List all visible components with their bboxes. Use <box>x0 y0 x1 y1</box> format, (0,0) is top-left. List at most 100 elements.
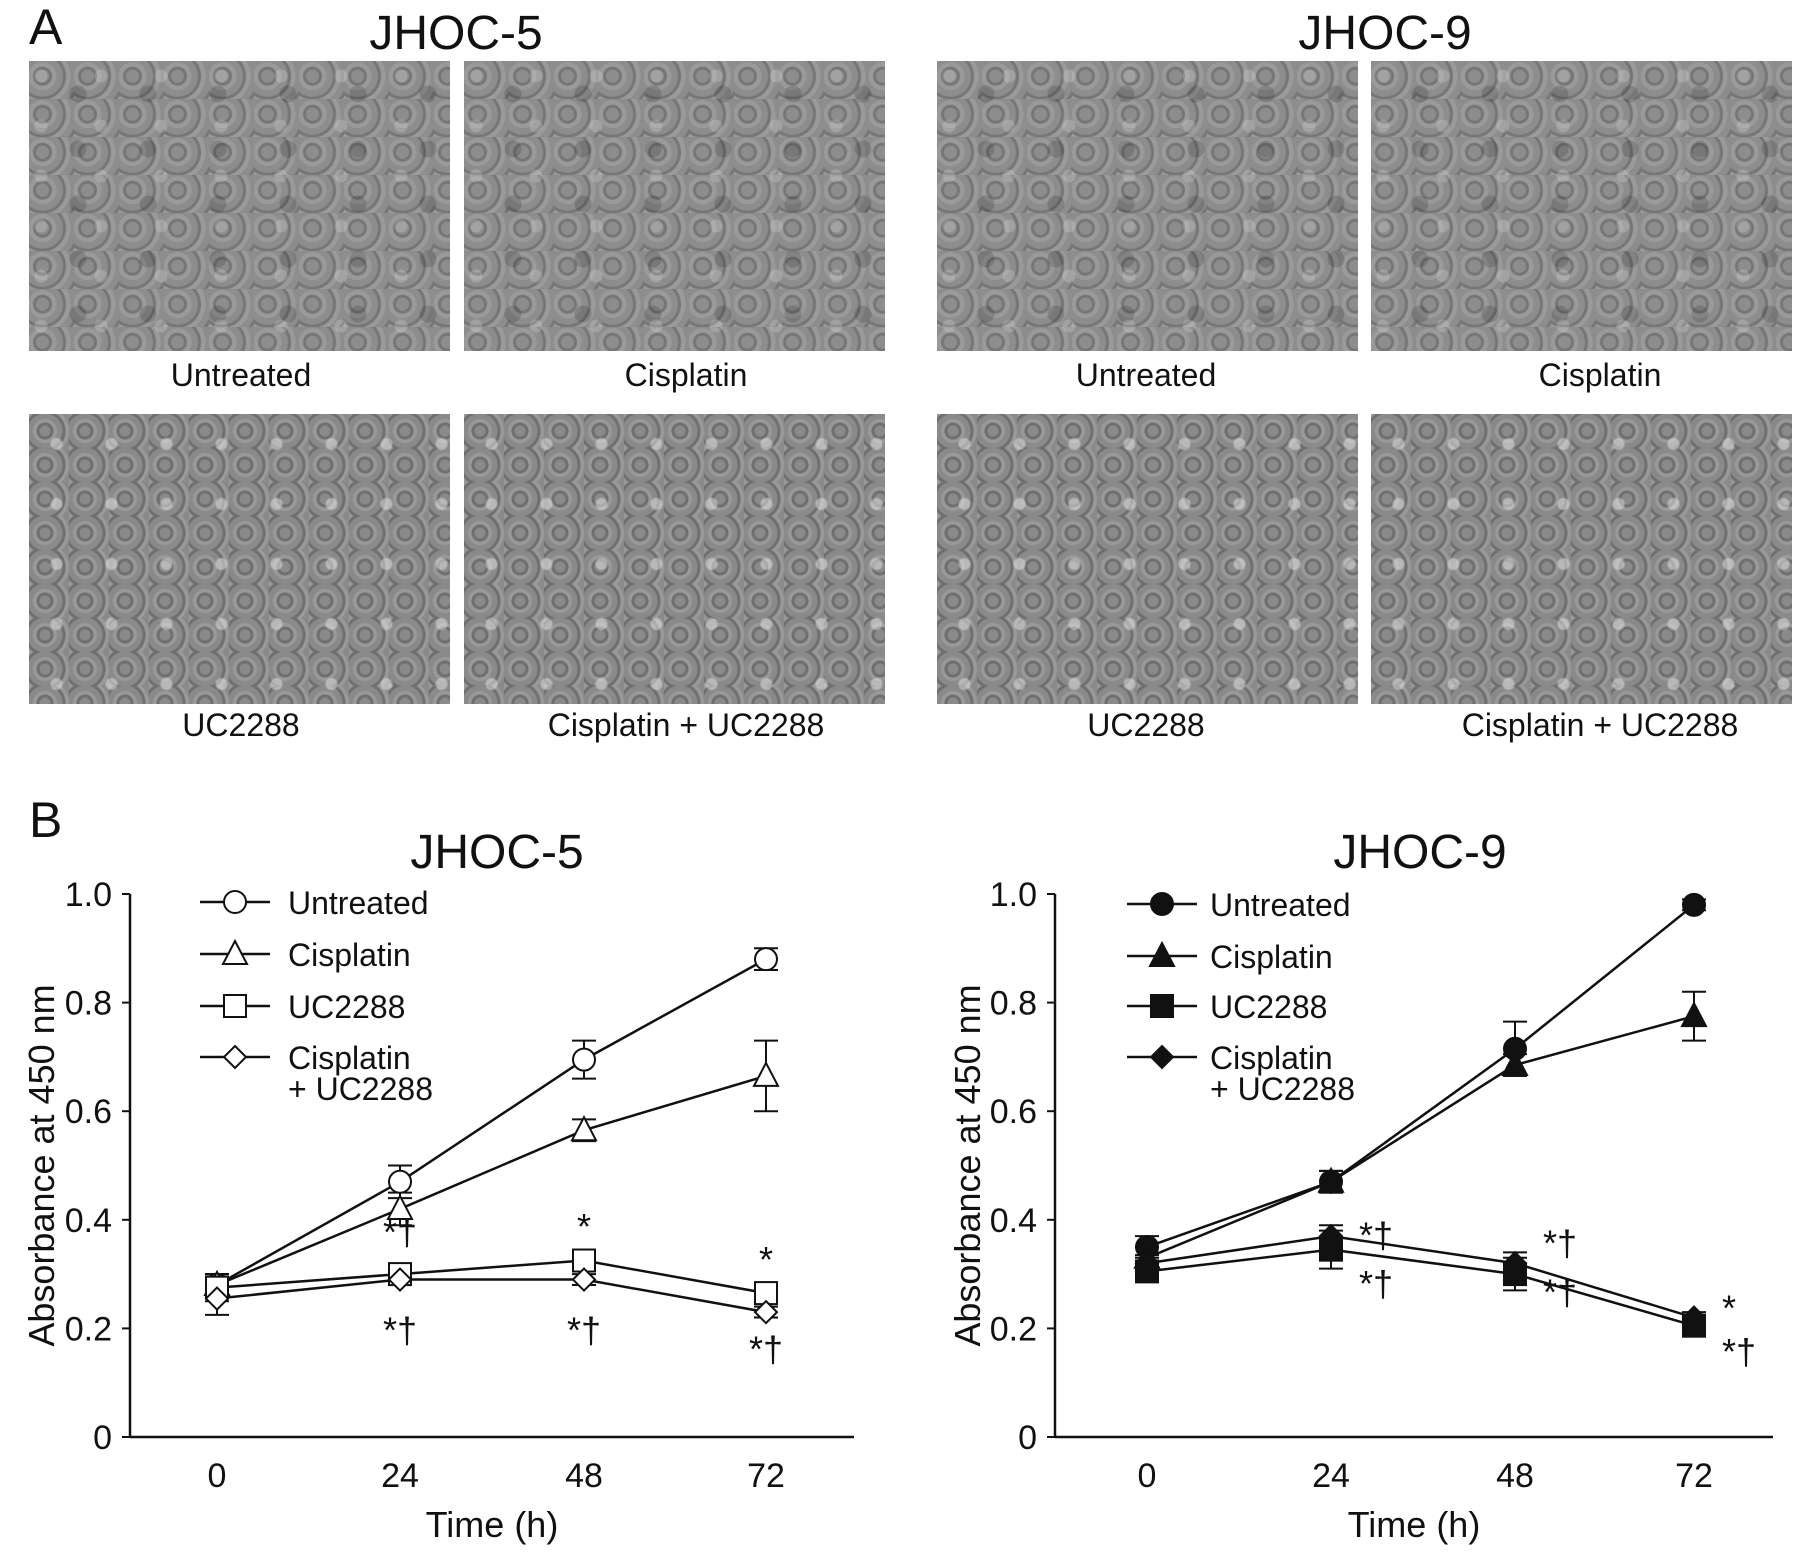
micrograph-jhoc9-cisplatin <box>1371 61 1792 351</box>
legend-label: Cisplatin <box>1210 1040 1333 1076</box>
micrograph-label: UC2288 <box>182 707 300 743</box>
data-point-diamond <box>571 1267 597 1292</box>
series-line-triangle <box>1146 1014 1695 1259</box>
chart-title: JHOC-9 <box>1333 826 1506 879</box>
micrograph-jhoc5-uc2288 <box>29 414 450 704</box>
y-tick-label: 1.0 <box>990 876 1037 914</box>
y-tick-label: 0 <box>93 1419 112 1457</box>
data-point-diamond <box>753 1299 779 1325</box>
significance-annotation: * <box>577 1206 591 1247</box>
data-point-circle <box>1682 892 1706 917</box>
data-point-triangle <box>1317 1166 1345 1193</box>
series-line-square <box>1146 1248 1695 1327</box>
data-point-diamond <box>204 1286 230 1311</box>
legend-marker-triangle <box>221 938 249 965</box>
data-point-triangle <box>570 1115 598 1142</box>
data-point-triangle <box>752 1060 780 1087</box>
jhoc9-title: JHOC-9 <box>1298 7 1472 60</box>
x-tick-label: 0 <box>208 1457 227 1495</box>
y-tick-label: 0.6 <box>65 1093 112 1131</box>
y-tick-label: 0.4 <box>990 1202 1037 1240</box>
data-point-diamond <box>1502 1250 1528 1276</box>
x-tick-label: 24 <box>1312 1457 1350 1495</box>
micrograph-label: UC2288 <box>1087 707 1205 743</box>
x-axis-label: Time (h) <box>1348 1504 1481 1545</box>
data-point-circle <box>388 1169 412 1194</box>
y-axis-label: Absorbance at 450 nm <box>947 984 988 1346</box>
panel-a-letter: A <box>29 0 63 55</box>
significance-annotation: * <box>1722 1288 1736 1329</box>
legend-marker-diamond <box>222 1044 248 1070</box>
legend-label: Untreated <box>288 885 429 921</box>
series-line-triangle <box>216 1074 767 1287</box>
micrograph-jhoc9-untreated <box>937 61 1358 351</box>
significance-annotation: *† <box>1722 1331 1756 1372</box>
significance-annotation: *† <box>383 1212 417 1253</box>
micrograph-label: Untreated <box>1075 357 1217 393</box>
legend-marker-square <box>1150 994 1174 1018</box>
x-tick-label: 72 <box>747 1457 785 1495</box>
micrograph-jhoc9-combo <box>1371 414 1792 704</box>
series-line-circle <box>1146 903 1695 1249</box>
data-point-triangle <box>1680 1001 1708 1028</box>
significance-annotation: *† <box>1359 1263 1393 1304</box>
data-point-diamond <box>387 1267 413 1292</box>
data-point-circle <box>754 947 778 972</box>
data-point-triangle <box>386 1193 414 1220</box>
data-point-circle <box>572 1047 596 1072</box>
legend-marker-diamond <box>1149 1044 1175 1070</box>
significance-annotation: *† <box>1543 1223 1577 1264</box>
panel-b-letter: B <box>29 792 63 848</box>
micrograph-label: Cisplatin <box>1538 357 1662 393</box>
y-tick-label: 0.2 <box>990 1310 1037 1348</box>
series-line-square <box>216 1259 767 1295</box>
data-point-diamond <box>1681 1305 1707 1330</box>
significance-annotation: *† <box>749 1328 783 1369</box>
legend-marker-square <box>223 994 247 1018</box>
chart-jhoc-5: JHOC-5 0 0.2 0.4 0.6 0.8 1.0 0 24 48 72 Time (h) Abs… <box>21 826 854 1545</box>
micrograph-label: Untreated <box>170 357 312 393</box>
x-tick-label: 24 <box>381 1457 419 1495</box>
y-tick-label: 0.8 <box>990 985 1037 1023</box>
significance-annotation: *† <box>567 1309 601 1350</box>
legend-label: + UC2288 <box>288 1071 433 1107</box>
legend-label: UC2288 <box>1210 989 1327 1025</box>
legend-label: Untreated <box>1210 887 1351 923</box>
data-point-diamond <box>1134 1250 1160 1276</box>
chart-title: JHOC-5 <box>410 826 583 879</box>
data-point-triangle <box>1501 1049 1529 1077</box>
x-tick-label: 48 <box>1496 1457 1534 1495</box>
x-axis-label: Time (h) <box>426 1504 559 1545</box>
significance-annotation: *† <box>383 1309 417 1350</box>
y-tick-label: 1.0 <box>65 876 112 914</box>
legend-label: Cisplatin <box>288 1040 411 1076</box>
legend-label: Cisplatin <box>288 937 411 973</box>
legend-label: UC2288 <box>288 989 405 1025</box>
micrograph-label: Cisplatin <box>624 357 748 393</box>
micrograph-jhoc5-combo <box>464 414 885 704</box>
legend-marker-triangle <box>1148 940 1176 967</box>
significance-annotation: * <box>759 1239 773 1280</box>
legend-label: Cisplatin <box>1210 939 1333 975</box>
series-line-diamond <box>1146 1234 1695 1319</box>
legend-label: + UC2288 <box>1210 1071 1355 1107</box>
legend-marker-circle <box>1150 892 1174 916</box>
x-tick-label: 48 <box>565 1457 603 1495</box>
series-line-diamond <box>216 1278 767 1314</box>
y-tick-label: 0.8 <box>65 985 112 1023</box>
series-line-circle <box>216 958 767 1287</box>
significance-annotation: *† <box>1359 1214 1393 1255</box>
y-tick-label: 0.2 <box>65 1310 112 1348</box>
significance-annotation: *† <box>1543 1271 1577 1312</box>
micrograph-label: Cisplatin + UC2288 <box>1461 707 1739 743</box>
micrograph-label: Cisplatin + UC2288 <box>547 707 825 743</box>
y-tick-label: 0.6 <box>990 1093 1037 1131</box>
x-tick-label: 72 <box>1675 1457 1713 1495</box>
micrograph-jhoc5-untreated <box>29 61 450 351</box>
y-tick-label: 0 <box>1018 1419 1037 1457</box>
x-tick-label: 0 <box>1138 1457 1157 1495</box>
y-axis-label: Absorbance at 450 nm <box>21 984 62 1346</box>
y-tick-label: 0.4 <box>65 1202 112 1240</box>
legend-marker-circle <box>223 890 247 914</box>
